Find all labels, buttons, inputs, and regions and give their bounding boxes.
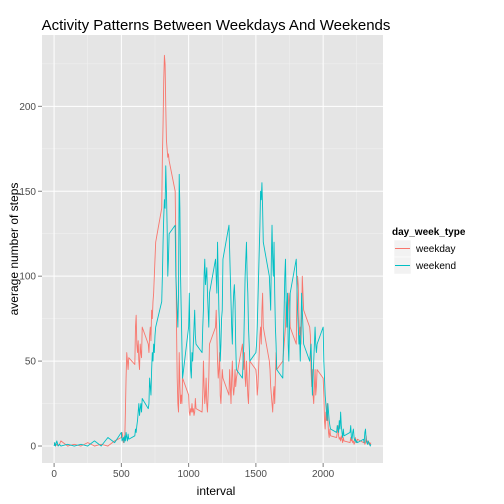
legend-title: day_week_type bbox=[392, 227, 466, 238]
y-axis-title: average number of steps bbox=[7, 183, 21, 316]
y-tick-label: 50 bbox=[25, 357, 37, 368]
legend-items: weekday weekend bbox=[394, 240, 456, 274]
legend-label-weekend: weekend bbox=[415, 261, 456, 272]
x-tick-label: 1500 bbox=[245, 469, 268, 480]
y-tick-label: 150 bbox=[19, 187, 36, 198]
legend-label-weekday: weekday bbox=[415, 244, 455, 255]
x-axis-title: interval bbox=[197, 484, 236, 498]
y-axis: 0 50 100 150 200 bbox=[19, 102, 42, 453]
plot-panel bbox=[42, 35, 383, 463]
x-tick-label: 500 bbox=[113, 469, 130, 480]
y-tick-label: 100 bbox=[19, 272, 36, 283]
x-axis: 0 500 1000 1500 2000 bbox=[51, 463, 334, 480]
x-tick-label: 1000 bbox=[177, 469, 200, 480]
chart-title: Activity Patterns Between Weekdays And W… bbox=[42, 17, 391, 34]
y-tick-label: 0 bbox=[30, 442, 36, 453]
x-tick-label: 0 bbox=[51, 469, 57, 480]
y-tick-label: 200 bbox=[19, 102, 36, 113]
x-tick-label: 2000 bbox=[312, 469, 335, 480]
legend: day_week_type weekday weekend bbox=[392, 227, 466, 274]
